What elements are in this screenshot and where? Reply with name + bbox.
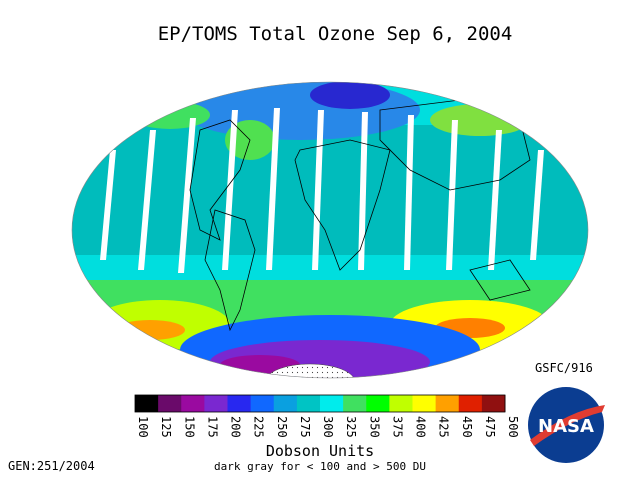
colorbar: 100 125 150 175 200 225 250 275 300 325 350 375 400 4… bbox=[134, 394, 520, 438]
globe-outline bbox=[71, 81, 589, 379]
colorbar-swatch bbox=[158, 395, 182, 412]
colorbar-swatch bbox=[343, 395, 367, 412]
colorbar-swatch bbox=[273, 395, 298, 412]
colorbar-tick-label: 300 bbox=[321, 416, 335, 438]
colorbar-swatch bbox=[204, 395, 228, 412]
colorbar-tick-label: 400 bbox=[414, 416, 428, 438]
colorbar-swatch bbox=[389, 395, 413, 412]
colorbar-frame bbox=[134, 394, 506, 413]
colorbar-swatch bbox=[227, 395, 252, 412]
colorbar-swatch bbox=[412, 395, 437, 412]
colorbar-swatch bbox=[181, 395, 205, 412]
colorbar-swatch bbox=[296, 395, 321, 412]
colorbar-tick-label: 350 bbox=[367, 416, 381, 438]
colorbar-tick-label: 100 bbox=[136, 416, 150, 438]
gen-label: GEN:251/2004 bbox=[8, 459, 95, 473]
colorbar-swatch bbox=[135, 395, 159, 412]
colorbar-tick-label: 450 bbox=[460, 416, 474, 438]
source-label: GSFC/916 bbox=[535, 361, 593, 375]
colorbar-swatch bbox=[458, 395, 483, 412]
colorbar-swatch bbox=[320, 395, 344, 412]
colorbar-tick-label: 150 bbox=[182, 416, 196, 438]
colorbar-swatch bbox=[481, 395, 506, 412]
colorbar-swatch bbox=[435, 395, 460, 412]
colorbar-tick-label: 250 bbox=[275, 416, 289, 438]
colorbar-tick-label: 475 bbox=[483, 416, 497, 438]
colorbar-tick-label: 500 bbox=[506, 416, 520, 438]
colorbar-tick-label: 375 bbox=[390, 416, 404, 438]
ozone-map bbox=[72, 82, 588, 378]
colorbar-swatch bbox=[366, 395, 390, 412]
colorbar-tick-label: 125 bbox=[159, 416, 173, 438]
colorbar-tick-label: 200 bbox=[229, 416, 243, 438]
nasa-logo: NASA bbox=[528, 387, 605, 463]
colorbar-tick-label: 325 bbox=[344, 416, 358, 438]
colorbar-tick-label: 225 bbox=[252, 416, 266, 438]
colorbar-tick-label: 175 bbox=[205, 416, 219, 438]
title: EP/TOMS Total Ozone Sep 6, 2004 bbox=[158, 23, 513, 45]
logo-text: NASA bbox=[538, 416, 594, 437]
colorbar-label: Dobson Units bbox=[266, 442, 374, 460]
colorbar-swatch bbox=[250, 395, 275, 412]
colorbar-tick-label: 425 bbox=[437, 416, 451, 438]
colorbar-tick-label: 275 bbox=[298, 416, 312, 438]
colorbar-note: dark gray for < 100 and > 500 DU bbox=[214, 460, 426, 473]
